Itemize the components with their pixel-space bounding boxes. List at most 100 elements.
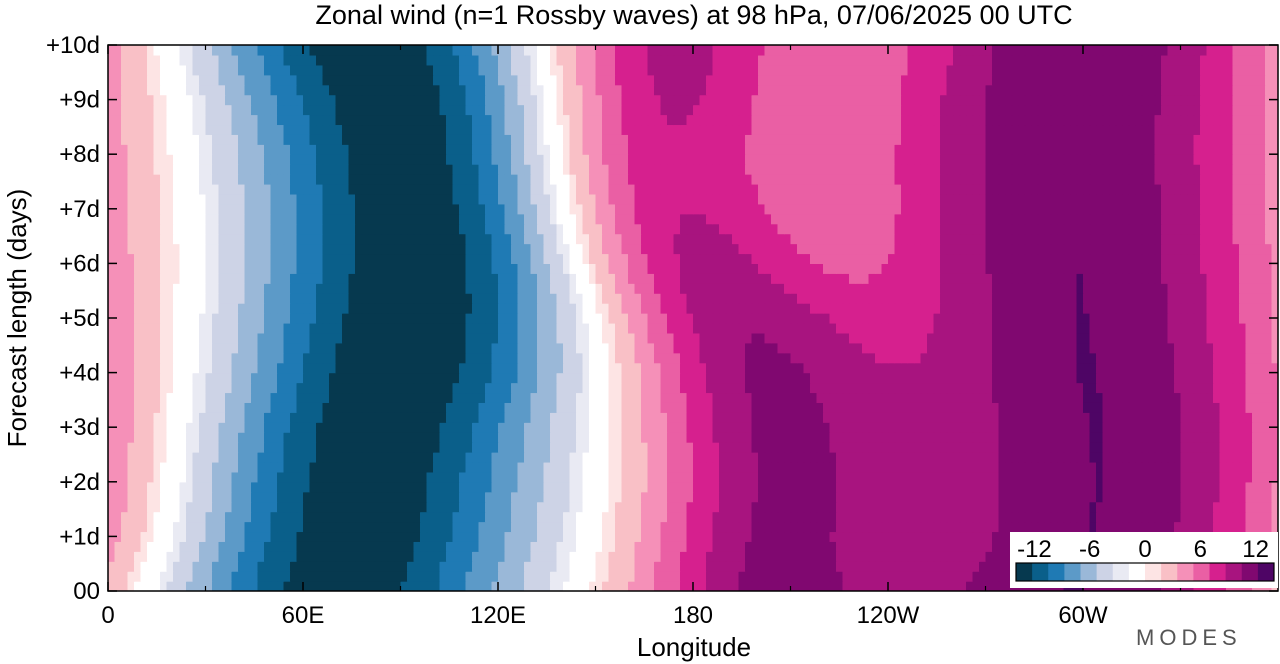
- field-cell: [1024, 362, 1032, 374]
- field-cell: [790, 551, 798, 562]
- field-cell: [1057, 362, 1065, 374]
- field-cell: [589, 511, 597, 523]
- field-cell: [511, 481, 519, 493]
- field-cell: [1031, 442, 1039, 453]
- field-cell: [452, 561, 460, 572]
- field-cell: [1005, 501, 1013, 513]
- field-cell: [524, 372, 532, 384]
- field-cell: [400, 362, 408, 374]
- field-cell: [420, 452, 428, 463]
- field-cell: [758, 501, 766, 513]
- field-cell: [933, 452, 941, 463]
- field-cell: [1200, 501, 1208, 513]
- field-cell: [556, 442, 564, 453]
- field-cell: [1076, 412, 1084, 423]
- field-cell: [1063, 471, 1071, 483]
- field-cell: [1148, 481, 1156, 493]
- field-cell: [582, 442, 590, 453]
- field-cell: [836, 561, 844, 572]
- field-cell: [316, 432, 324, 443]
- field-cell: [784, 412, 792, 423]
- field-cell: [433, 412, 441, 423]
- field-cell: [1271, 452, 1278, 463]
- field-cell: [108, 501, 116, 513]
- field-cell: [582, 402, 590, 413]
- field-cell: [1167, 402, 1175, 413]
- field-cell: [1128, 372, 1136, 384]
- field-cell: [719, 412, 727, 423]
- field-cell: [511, 452, 519, 463]
- field-cell: [166, 471, 174, 483]
- field-cell: [881, 382, 889, 394]
- field-cell: [134, 481, 142, 493]
- field-cell: [1037, 412, 1045, 423]
- field-cell: [270, 531, 278, 542]
- field-cell: [537, 392, 545, 403]
- field-cell: [959, 313, 967, 324]
- field-cell: [784, 471, 792, 483]
- field-cell: [160, 342, 168, 354]
- field-cell: [771, 432, 779, 443]
- field-cell: [459, 412, 467, 423]
- field-cell: [979, 382, 987, 394]
- field-cell: [914, 432, 922, 443]
- field-cell: [238, 322, 246, 334]
- field-cell: [1011, 362, 1019, 374]
- field-cell: [459, 471, 467, 483]
- field-cell: [296, 402, 304, 413]
- field-cell: [485, 511, 493, 523]
- field-cell: [433, 422, 441, 433]
- field-cell: [342, 501, 350, 513]
- field-cell: [712, 372, 720, 384]
- field-cell: [1031, 412, 1039, 423]
- field-cell: [530, 412, 538, 423]
- field-cell: [940, 342, 948, 354]
- field-cell: [998, 342, 1006, 354]
- field-cell: [985, 511, 993, 523]
- field-cell: [290, 491, 298, 503]
- field-cell: [1252, 362, 1260, 374]
- field-cell: [368, 561, 376, 572]
- field-cell: [862, 511, 870, 523]
- field-cell: [218, 471, 226, 483]
- field-cell: [121, 452, 129, 463]
- field-cell: [556, 342, 564, 354]
- field-cell: [127, 362, 135, 374]
- field-cell: [543, 491, 551, 503]
- field-cell: [777, 531, 785, 542]
- field-cell: [121, 541, 129, 552]
- field-cell: [829, 581, 837, 591]
- field-cell: [959, 531, 967, 542]
- field-cell: [1245, 491, 1253, 503]
- field-cell: [1180, 471, 1188, 483]
- field-cell: [719, 551, 727, 562]
- field-cell: [1070, 352, 1078, 364]
- field-cell: [491, 491, 499, 503]
- field-cell: [303, 322, 311, 334]
- field-cell: [719, 481, 727, 493]
- field-cell: [732, 561, 740, 572]
- field-cell: [543, 531, 551, 542]
- field-cell: [940, 322, 948, 334]
- field-cell: [1005, 322, 1013, 334]
- field-cell: [940, 352, 948, 364]
- field-cell: [257, 511, 265, 523]
- field-cell: [1193, 461, 1201, 473]
- field-cell: [647, 332, 655, 344]
- field-cell: [433, 442, 441, 453]
- field-cell: [134, 521, 142, 533]
- field-cell: [537, 471, 545, 483]
- field-cell: [894, 412, 902, 423]
- field-cell: [1089, 511, 1097, 523]
- field-cell: [205, 332, 213, 344]
- field-cell: [556, 313, 564, 324]
- field-cell: [712, 531, 720, 542]
- field-cell: [628, 332, 636, 344]
- field-cell: [1050, 432, 1058, 443]
- field-cell: [1018, 362, 1026, 374]
- field-cell: [602, 442, 610, 453]
- field-cell: [212, 461, 220, 473]
- field-cell: [199, 382, 207, 394]
- field-cell: [959, 322, 967, 334]
- field-cell: [1239, 432, 1247, 443]
